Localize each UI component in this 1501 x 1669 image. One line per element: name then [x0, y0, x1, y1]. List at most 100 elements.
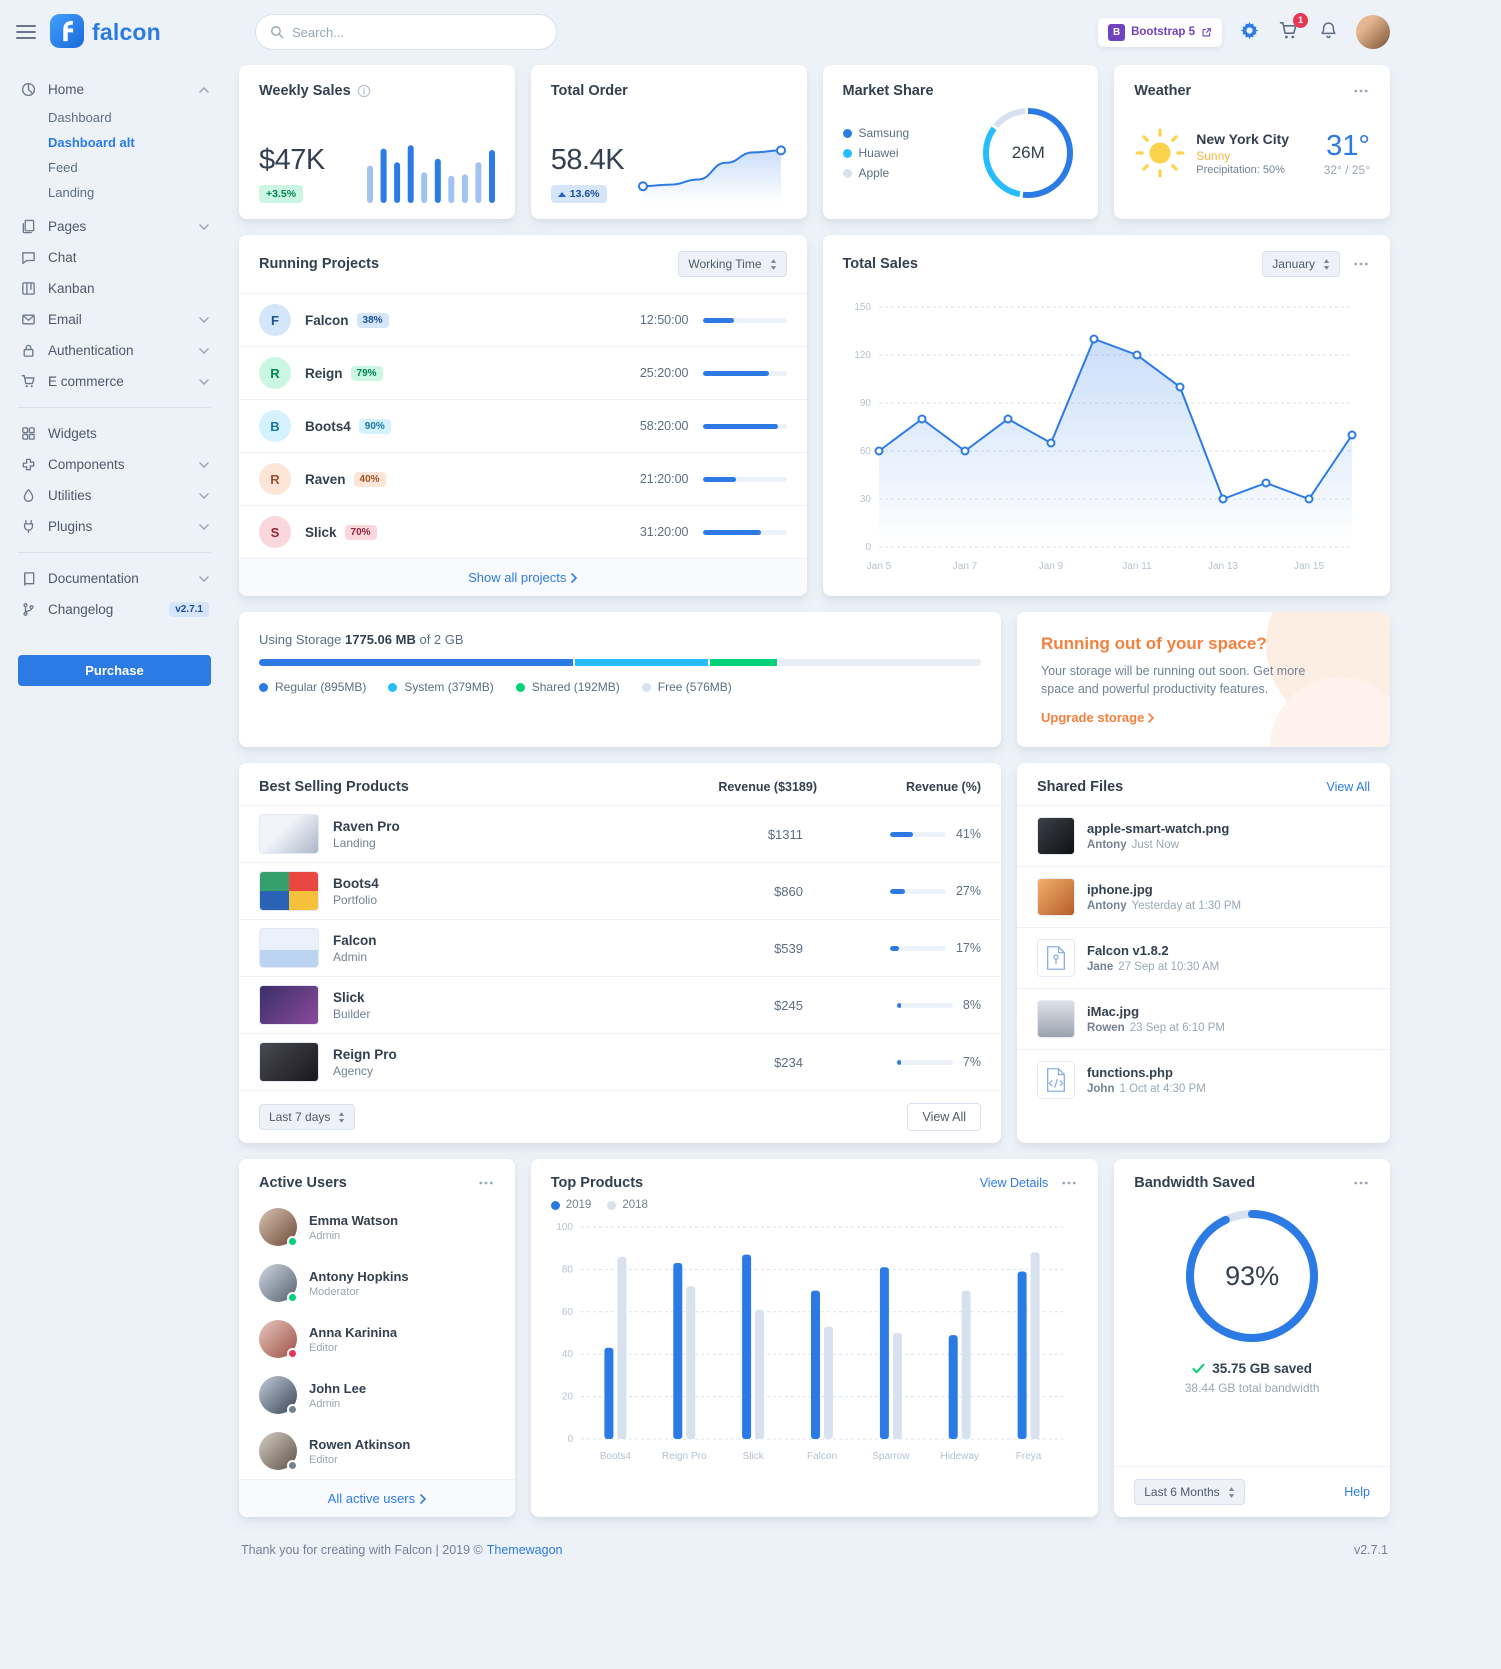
- sidebar-item-documentation[interactable]: Documentation: [18, 563, 211, 594]
- more-menu-icon[interactable]: [1352, 260, 1370, 268]
- notifications-bell-icon[interactable]: [1317, 19, 1340, 45]
- sort-icon: [1323, 258, 1330, 270]
- table-row: Slick Builder $245 8%: [239, 976, 1001, 1033]
- sidebar-item-ecommerce[interactable]: E commerce: [18, 366, 211, 397]
- more-menu-icon[interactable]: [1060, 1179, 1078, 1187]
- table-row: Reign Pro Agency $234 7%: [239, 1033, 1001, 1090]
- file-name-link[interactable]: iMac.jpg: [1087, 1004, 1140, 1020]
- project-name-link[interactable]: Slick: [305, 524, 337, 540]
- puzzle-icon: [20, 457, 37, 472]
- project-progress-badge: 38%: [356, 312, 389, 328]
- column-header-revenue: Revenue ($3189): [718, 780, 817, 795]
- sidebar-item-dashboard-alt[interactable]: Dashboard alt: [48, 135, 135, 150]
- sidebar-item-kanban[interactable]: Kanban: [18, 273, 211, 304]
- sidebar-item-authentication[interactable]: Authentication: [18, 335, 211, 366]
- user-name-link[interactable]: John Lee: [309, 1380, 367, 1396]
- bandwidth-gauge: 93%: [1177, 1201, 1327, 1351]
- sidebar-item-landing[interactable]: Landing: [48, 185, 95, 200]
- project-row: R Raven 40% 21:20:00: [239, 452, 807, 505]
- project-row: S Slick 70% 31:20:00: [239, 505, 807, 558]
- show-all-projects-link[interactable]: Show all projects: [239, 558, 807, 596]
- view-all-button[interactable]: View All: [907, 1103, 981, 1132]
- more-menu-icon[interactable]: [1352, 1179, 1370, 1187]
- total-order-value: 58.4K: [550, 144, 625, 176]
- svg-text:20: 20: [562, 1392, 574, 1403]
- settings-gear-icon[interactable]: [1238, 19, 1261, 45]
- legend-item: 2019: [550, 1199, 591, 1211]
- sidebar-item-changelog[interactable]: Changelog v2.7.1: [18, 594, 211, 625]
- period-select[interactable]: Last 6 Months: [1134, 1479, 1245, 1506]
- file-name-link[interactable]: Falcon v1.8.2: [1087, 943, 1169, 959]
- menu-toggle-icon[interactable]: [16, 24, 36, 40]
- product-name-link[interactable]: Falcon: [333, 932, 377, 948]
- user-avatar[interactable]: [1356, 15, 1390, 49]
- project-progress-badge: 70%: [344, 524, 377, 540]
- project-name-link[interactable]: Boots4: [305, 418, 351, 434]
- sidebar-item-home[interactable]: Home: [18, 74, 211, 105]
- view-all-link[interactable]: View All: [1326, 780, 1370, 795]
- topbar-right: B Bootstrap 5 1: [1098, 13, 1390, 49]
- themewagon-link[interactable]: Themewagon: [486, 1543, 563, 1558]
- sidebar-item-components[interactable]: Components: [18, 449, 211, 480]
- product-name-link[interactable]: Reign Pro: [333, 1046, 397, 1062]
- legend-dot: [259, 682, 268, 692]
- caret-up-icon: [557, 191, 566, 197]
- chevron-up-icon: [199, 86, 209, 93]
- purchase-button[interactable]: Purchase: [18, 655, 211, 686]
- svg-text:0: 0: [865, 542, 871, 553]
- search-input[interactable]: [292, 24, 542, 40]
- bootstrap-version-badge[interactable]: B Bootstrap 5: [1098, 17, 1222, 47]
- sidebar-item-plugins[interactable]: Plugins: [18, 511, 211, 542]
- legend-dot: [842, 168, 852, 178]
- chevron-down-icon: [199, 223, 209, 230]
- project-name-link[interactable]: Raven: [305, 471, 346, 487]
- sidebar-item-chat[interactable]: Chat: [18, 242, 211, 273]
- card-title: Active Users: [259, 1175, 347, 1192]
- product-name-link[interactable]: Boots4: [333, 875, 379, 891]
- date-range-select[interactable]: Last 7 days: [259, 1104, 356, 1131]
- working-time-select[interactable]: Working Time: [678, 251, 787, 277]
- cart-icon[interactable]: 1: [1277, 13, 1308, 45]
- card-title: Total Sales: [842, 256, 918, 272]
- product-name-link[interactable]: Raven Pro: [333, 818, 400, 834]
- search-box[interactable]: [255, 14, 557, 50]
- user-name-link[interactable]: Antony Hopkins: [309, 1268, 409, 1284]
- user-name-link[interactable]: Anna Karinina: [309, 1324, 398, 1340]
- month-select[interactable]: January: [1262, 251, 1340, 277]
- widgets-grid-icon: [20, 426, 37, 441]
- file-name-link[interactable]: functions.php: [1087, 1065, 1173, 1081]
- sidebar-item-widgets[interactable]: Widgets: [18, 418, 211, 449]
- total-sales-card: Total Sales January 0 30 60 90 120 150 Jan 5 Ja…: [822, 235, 1390, 596]
- falcon-logo[interactable]: falcon: [50, 13, 161, 51]
- file-name-link[interactable]: iphone.jpg: [1087, 882, 1153, 898]
- project-name-link[interactable]: Falcon: [305, 312, 349, 328]
- chat-icon: [20, 250, 37, 265]
- help-link[interactable]: Help: [1344, 1485, 1370, 1500]
- card-title: Shared Files: [1037, 779, 1124, 796]
- project-name-link[interactable]: Reign: [305, 365, 343, 381]
- bandwidth-total: 38.44 GB total bandwidth: [1184, 1381, 1320, 1396]
- user-name-link[interactable]: Rowen Atkinson: [309, 1436, 411, 1452]
- more-menu-icon[interactable]: [1352, 87, 1370, 95]
- product-percent: 7%: [851, 1055, 981, 1069]
- more-menu-icon[interactable]: [477, 1179, 495, 1187]
- avatar: [259, 1432, 298, 1472]
- project-row: R Reign 79% 25:20:00: [239, 346, 807, 399]
- top-products-card: Top Products View Details 2019 2018 0 20 4…: [530, 1159, 1099, 1518]
- user-name-link[interactable]: Emma Watson: [309, 1212, 399, 1228]
- product-revenue: $245: [774, 997, 803, 1013]
- all-active-users-link[interactable]: All active users: [239, 1479, 515, 1518]
- sidebar-item-utilities[interactable]: Utilities: [18, 480, 211, 511]
- chevron-down-icon: [199, 575, 209, 582]
- product-name-link[interactable]: Slick: [333, 989, 365, 1005]
- file-name-link[interactable]: apple-smart-watch.png: [1087, 821, 1230, 837]
- sidebar-item-pages[interactable]: Pages: [18, 211, 211, 242]
- sidebar-item-feed[interactable]: Feed: [48, 160, 78, 175]
- product-thumbnail: [259, 928, 319, 969]
- svg-text:80: 80: [562, 1265, 574, 1276]
- info-icon[interactable]: [357, 84, 371, 98]
- sidebar-item-email[interactable]: Email: [18, 304, 211, 335]
- view-details-link[interactable]: View Details: [979, 1176, 1049, 1191]
- sidebar-item-dashboard[interactable]: Dashboard: [48, 110, 112, 125]
- upgrade-storage-link[interactable]: Upgrade storage: [1041, 710, 1155, 725]
